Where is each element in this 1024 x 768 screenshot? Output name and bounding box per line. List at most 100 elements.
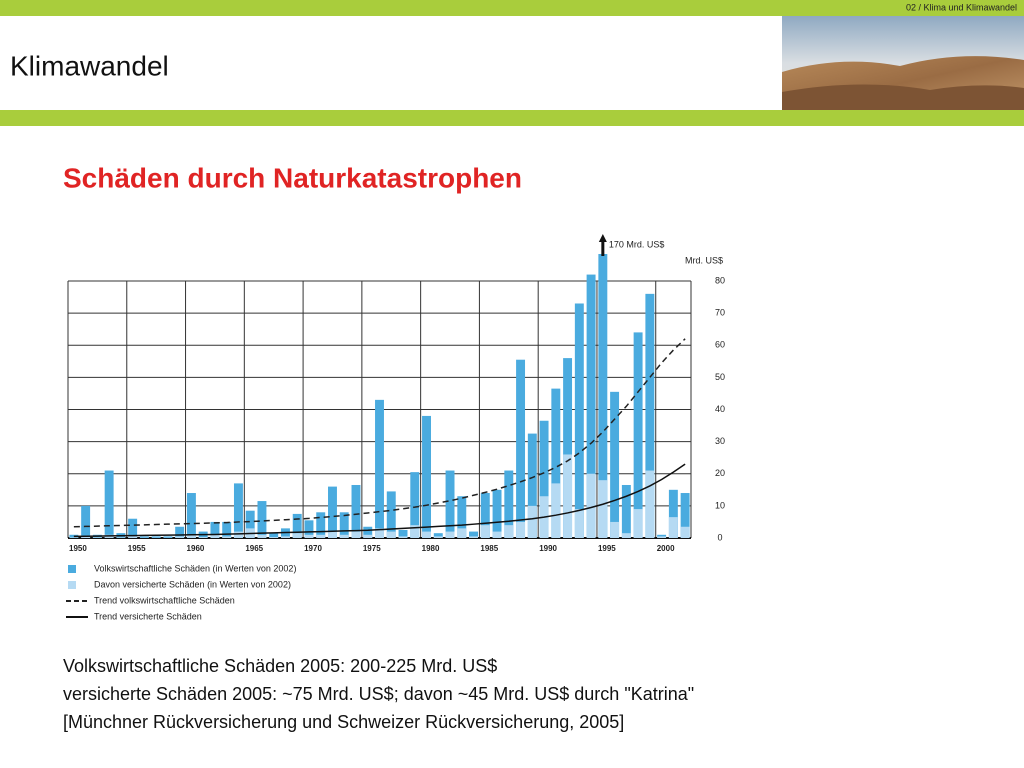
bar: [574, 303, 584, 538]
bar: [457, 528, 467, 538]
bar: [304, 534, 314, 538]
bar: [551, 483, 561, 538]
bar: [257, 501, 267, 538]
legend-swatch: [68, 581, 76, 589]
header-image: [782, 16, 1024, 110]
bar: [504, 525, 514, 538]
bar: [422, 531, 431, 538]
bar: [163, 536, 173, 538]
x-tick-label: 1975: [363, 544, 381, 553]
caption-line: Volkswirtschaftliche Schäden 2005: 200-2…: [63, 656, 497, 676]
bar: [328, 531, 337, 538]
bar: [516, 359, 526, 538]
bar: [328, 486, 337, 538]
bar: [292, 533, 302, 538]
bar: [292, 513, 302, 538]
bar: [504, 470, 514, 538]
bar: [128, 518, 138, 538]
bar: [151, 536, 161, 538]
bar: [469, 536, 479, 538]
x-tick-label: 1965: [245, 544, 263, 553]
bar: [539, 420, 549, 538]
bar: [492, 489, 502, 538]
bar: [480, 525, 490, 538]
bar: [386, 491, 396, 538]
bar: [621, 484, 631, 538]
bar: [316, 534, 326, 538]
bar: [316, 512, 326, 538]
x-tick-label: 1990: [539, 544, 557, 553]
bar: [645, 470, 655, 538]
bar: [633, 332, 643, 538]
section-label: 02 / Klima und Klimawandel: [906, 2, 1017, 12]
bar: [175, 536, 185, 538]
bar: [445, 531, 455, 538]
bar: [433, 536, 443, 538]
bar: [222, 536, 232, 538]
caption-line: versicherte Schäden 2005: ~75 Mrd. US$; …: [63, 684, 694, 704]
bar: [351, 484, 361, 538]
bar: [657, 536, 667, 538]
trend-line: [73, 338, 686, 528]
legend-swatch: [68, 565, 76, 573]
bar: [598, 480, 608, 538]
legend-label: Trend volkswirtschaftliche Schäden: [94, 595, 235, 605]
x-tick-label: 1955: [128, 544, 146, 553]
bar: [527, 433, 537, 538]
x-tick-label: 1960: [187, 544, 205, 553]
bar: [339, 512, 349, 538]
x-tick-label: 1950: [69, 544, 87, 553]
bar: [351, 531, 361, 538]
bar: [210, 521, 220, 538]
bar: [680, 526, 690, 538]
bar: [386, 531, 396, 538]
top-band: [0, 0, 1024, 16]
legend-label: Trend versicherte Schäden: [94, 611, 202, 621]
bar: [621, 533, 631, 538]
bar: [445, 470, 455, 538]
bar: [398, 536, 408, 538]
bar: [104, 470, 114, 538]
bar: [269, 537, 279, 538]
bar: [210, 534, 220, 538]
slide-title: Klimawandel: [10, 50, 169, 81]
bar: [563, 358, 573, 538]
x-tick-label: 1980: [422, 544, 440, 553]
caption-line: [Münchner Rückversicherung und Schweizer…: [63, 712, 624, 732]
bar: [586, 473, 596, 538]
bar: [375, 399, 384, 538]
bar: [680, 493, 690, 538]
y-tick-label: 0: [717, 532, 722, 542]
y-tick-label: 70: [715, 308, 725, 318]
x-tick-label: 1970: [304, 544, 322, 553]
bar: [410, 472, 420, 538]
x-tick-label: 1985: [480, 544, 498, 553]
bar: [598, 254, 608, 538]
bar: [633, 509, 643, 538]
bar: [186, 534, 196, 538]
bar: [398, 529, 408, 538]
bar: [304, 520, 314, 538]
bar: [233, 531, 243, 538]
bar: [222, 521, 232, 538]
y-tick-label: 80: [715, 275, 725, 285]
bar: [69, 537, 79, 538]
x-tick-label: 2000: [657, 544, 675, 553]
bar: [375, 528, 384, 538]
bar: [527, 505, 537, 538]
bar: [563, 454, 573, 538]
bar: [139, 536, 149, 538]
y-tick-label: 60: [715, 340, 725, 350]
bar: [492, 531, 502, 538]
y-tick-label: 30: [715, 436, 725, 446]
legend-label: Davon versicherte Schäden (in Werten von…: [94, 579, 291, 589]
bar: [81, 505, 91, 538]
bar: [610, 391, 620, 538]
bar: [363, 526, 373, 538]
annotation-arrowhead: [598, 234, 607, 242]
bar: [280, 536, 290, 538]
bar: [433, 533, 443, 538]
bar: [668, 517, 678, 538]
bar: [92, 537, 102, 538]
